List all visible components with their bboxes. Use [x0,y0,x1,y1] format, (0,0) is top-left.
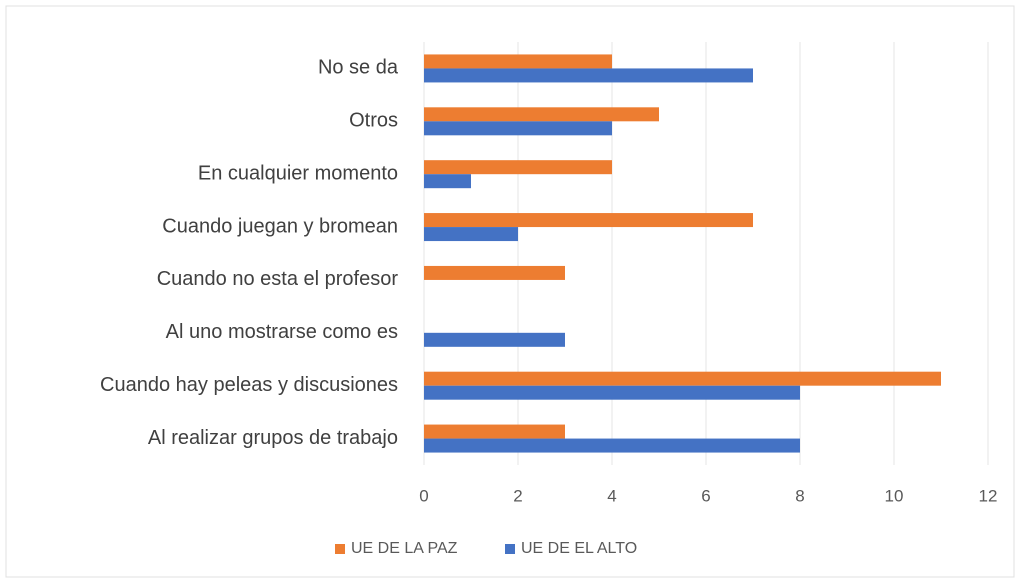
y-tick-label: En cualquier momento [198,162,398,184]
y-tick-label: Cuando juegan y bromean [162,215,398,237]
bar [424,107,659,122]
bar [424,121,612,136]
legend-label: UE DE EL ALTO [521,540,637,557]
legend-label: UE DE LA PAZ [351,540,458,557]
x-tick-label: 0 [419,486,428,505]
bar [424,174,471,189]
y-tick-label: Al uno mostrarse como es [166,321,398,343]
x-tick-label: 10 [885,486,904,505]
x-tick-label: 8 [795,486,804,505]
y-tick-label: Cuando no esta el profesor [157,268,399,290]
bar [424,54,612,69]
x-tick-label: 12 [979,486,998,505]
x-tick-label: 4 [607,486,616,505]
y-tick-label: Cuando hay peleas y discusiones [100,374,398,396]
y-tick-label: Al realizar grupos de trabajo [148,427,398,449]
bar [424,385,800,400]
bar [424,227,518,242]
x-tick-label: 2 [513,486,522,505]
bar [424,424,565,439]
bar [424,332,565,347]
chart-frame [5,5,1015,578]
y-tick-label: Otros [349,110,398,132]
bar [424,160,612,175]
bar [424,438,800,453]
bar [424,265,565,280]
x-tick-label: 6 [701,486,710,505]
legend-swatch [505,544,515,554]
bar [424,371,941,386]
bar [424,213,753,228]
legend-swatch [335,544,345,554]
bar [424,68,753,83]
y-tick-label: No se da [318,57,399,79]
